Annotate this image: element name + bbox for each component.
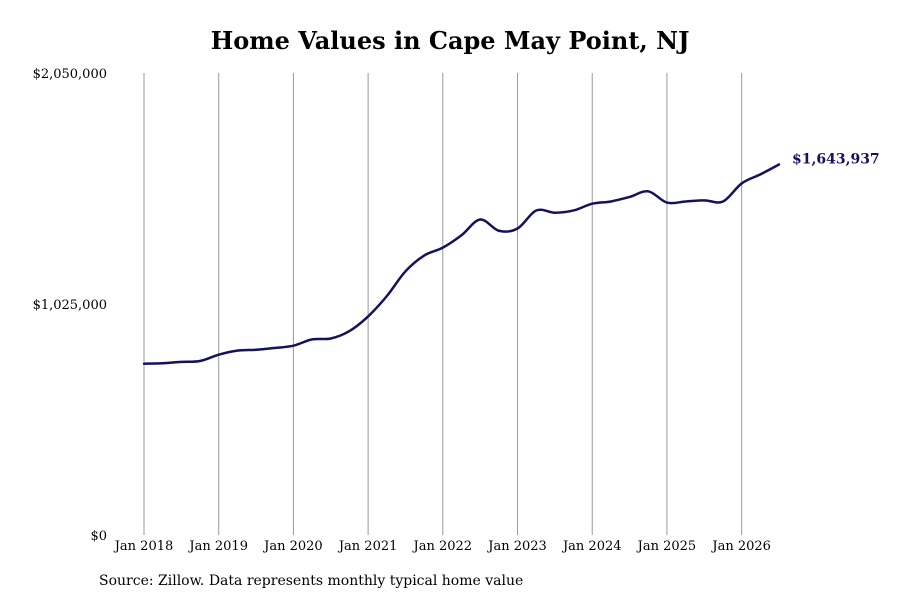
x-tick-label: Jan 2021 — [337, 539, 398, 554]
x-tick-label: Jan 2019 — [187, 539, 248, 554]
x-tick-label: Jan 2022 — [412, 539, 473, 554]
grid-lines — [143, 73, 743, 535]
y-tick-label: $0 — [90, 529, 107, 544]
y-tick-label: $1,025,000 — [33, 298, 107, 313]
x-tick-label: Jan 2018 — [113, 539, 174, 554]
y-tick-label: $2,050,000 — [33, 67, 107, 82]
y-axis-ticks: $0 $1,025,000 $2,050,000 — [33, 67, 107, 544]
chart-title: Home Values in Cape May Point, NJ — [210, 26, 690, 55]
end-label-layer: $1,643,937 — [792, 152, 880, 168]
x-tick-label: Jan 2023 — [486, 539, 547, 554]
source-note: Source: Zillow. Data represents monthly … — [99, 573, 524, 589]
x-tick-label: Jan 2020 — [262, 539, 323, 554]
x-tick-label: Jan 2026 — [710, 539, 771, 554]
x-tick-label: Jan 2024 — [561, 539, 622, 554]
series-line — [142, 163, 781, 365]
x-tick-label: Jan 2025 — [636, 539, 697, 554]
x-axis-ticks: Jan 2018 Jan 2019 Jan 2020 Jan 2021 Jan 2022… — [113, 539, 771, 554]
series-layer — [142, 163, 781, 365]
end-value-label: $1,643,937 — [792, 152, 880, 168]
